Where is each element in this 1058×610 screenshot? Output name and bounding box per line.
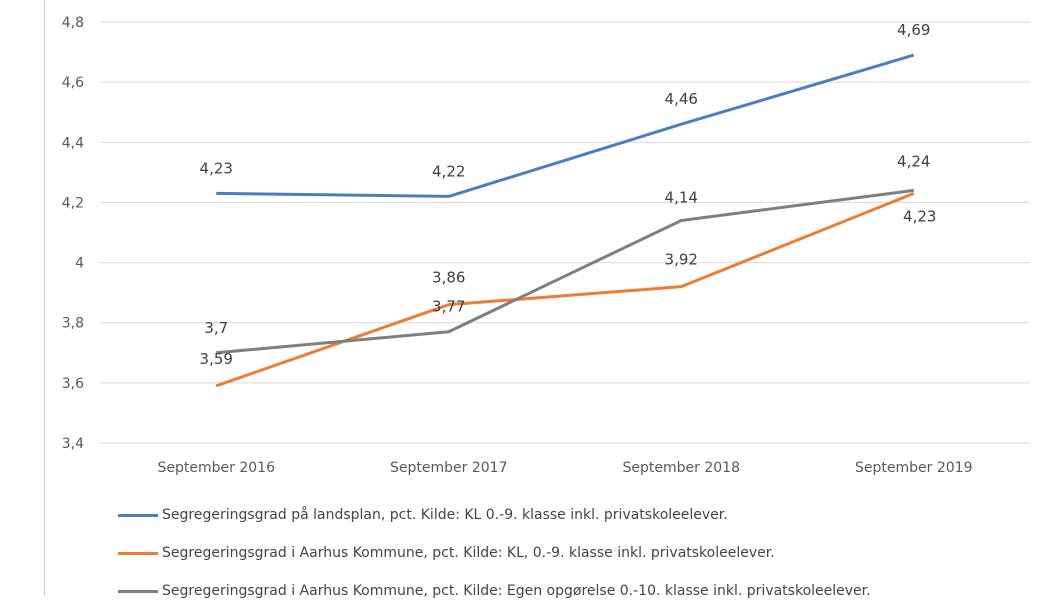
y-tick-label: 4	[75, 256, 84, 272]
y-tick-label: 4,8	[62, 15, 84, 31]
data-label: 4,23	[903, 207, 936, 225]
x-tick-label: September 2019	[855, 460, 972, 476]
data-label: 4,46	[665, 90, 698, 108]
y-tick-label: 4,2	[62, 195, 84, 211]
x-tick-label: September 2018	[623, 460, 740, 476]
y-tick-label: 4,6	[62, 75, 84, 91]
data-label: 4,24	[897, 152, 930, 170]
x-tick-label: September 2017	[390, 460, 507, 476]
legend-item-aarhus-kl: Segregeringsgrad i Aarhus Kommune, pct. …	[118, 534, 1038, 572]
data-label: 4,14	[665, 188, 698, 206]
data-label: 4,22	[432, 162, 465, 180]
x-axis-ticks: September 2016 September 2017 September 20…	[158, 460, 973, 476]
legend: Segregeringsgrad på landsplan, pct. Kild…	[118, 496, 1038, 610]
gridlines	[100, 22, 1030, 443]
y-tick-label: 3,6	[62, 376, 84, 392]
series-lines	[216, 55, 914, 386]
data-label: 3,7	[204, 319, 228, 337]
legend-swatch	[118, 552, 158, 555]
data-label: 4,69	[897, 21, 930, 39]
legend-swatch	[118, 514, 158, 517]
series-line-3	[216, 190, 914, 352]
legend-label: Segregeringsgrad på landsplan, pct. Kild…	[162, 507, 728, 523]
y-axis-ticks: 3,4 3,6 3,8 4 4,2 4,4 4,6 4,8	[62, 15, 84, 452]
x-tick-label: September 2016	[158, 460, 276, 476]
y-tick-label: 3,8	[62, 316, 84, 332]
data-label: 3,86	[432, 269, 465, 287]
data-label: 3,59	[200, 350, 233, 368]
legend-item-aarhus-own: Segregeringsgrad i Aarhus Kommune, pct. …	[118, 572, 1038, 610]
series-line-1	[216, 55, 914, 196]
series-line-2	[216, 193, 914, 385]
legend-label: Segregeringsgrad i Aarhus Kommune, pct. …	[162, 545, 775, 561]
y-tick-label: 4,4	[62, 135, 84, 151]
legend-swatch	[118, 590, 158, 593]
legend-item-national: Segregeringsgrad på landsplan, pct. Kild…	[118, 496, 1038, 534]
data-label: 3,92	[665, 251, 698, 269]
legend-label: Segregeringsgrad i Aarhus Kommune, pct. …	[162, 583, 871, 599]
y-tick-label: 3,4	[62, 436, 84, 452]
data-label: 3,77	[432, 298, 465, 316]
data-label: 4,23	[200, 159, 233, 177]
